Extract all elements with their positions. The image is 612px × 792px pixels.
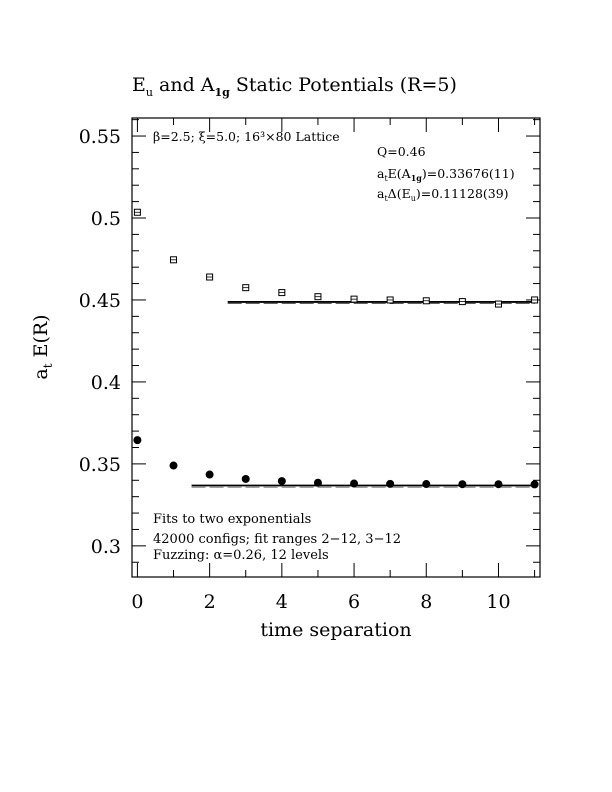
x-tick-label: 2 — [204, 591, 216, 613]
y-tick-label: 0.3 — [91, 536, 121, 558]
lattice-annotation: β=2.5; ξ=5.0; 16³×80 Lattice — [153, 129, 340, 144]
point-a1g — [458, 480, 467, 489]
y-tick-label: 0.35 — [79, 454, 121, 476]
y-tick-label: 0.4 — [91, 372, 121, 394]
fuzzing-annotation: Fuzzing: α=0.26, 12 levels — [153, 548, 329, 563]
plot-frame — [131, 117, 541, 578]
point-a1g — [386, 479, 395, 488]
configs-annotation: 42000 configs; fit ranges 2−12, 3−12 — [153, 532, 401, 547]
y-axis-label: at E(R) — [30, 314, 55, 379]
x-tick-label: 4 — [276, 591, 288, 613]
x-tick-label: 10 — [486, 591, 510, 613]
point-a1g — [133, 436, 142, 445]
y-tick-label: 0.5 — [91, 208, 121, 230]
point-a1g — [241, 474, 250, 483]
fit-lines — [191, 301, 535, 488]
x-tick-labels: 0 2 4 6 8 10 — [131, 591, 510, 613]
point-a1g — [422, 480, 431, 489]
fits-annotation: Fits to two exponentials — [153, 512, 311, 527]
x-tick-label: 0 — [131, 591, 143, 613]
x-axis-label: time separation — [260, 619, 411, 641]
point-a1g — [350, 479, 359, 488]
chart-title: Eu and A1g Static Potentials (R=5) — [132, 74, 457, 99]
delta-eu-annotation: atΔ(Eu)=0.11128(39) — [377, 186, 509, 203]
point-a1g — [205, 470, 214, 479]
axis-ticks — [132, 118, 540, 577]
y-tick-labels: 0.3 0.35 0.4 0.45 0.5 0.55 — [79, 126, 121, 558]
point-a1g — [169, 461, 178, 470]
x-tick-label: 6 — [348, 591, 360, 613]
point-a1g — [277, 477, 286, 486]
energy-a1g-annotation: atE(A1g)=0.33676(11) — [377, 166, 515, 183]
y-tick-label: 0.55 — [79, 126, 121, 148]
q-annotation: Q=0.46 — [377, 144, 426, 159]
point-a1g — [530, 480, 539, 489]
x-tick-label: 8 — [420, 591, 432, 613]
data-points — [133, 208, 539, 489]
point-a1g — [494, 480, 503, 489]
y-tick-label: 0.45 — [79, 290, 121, 312]
point-a1g — [313, 478, 322, 487]
